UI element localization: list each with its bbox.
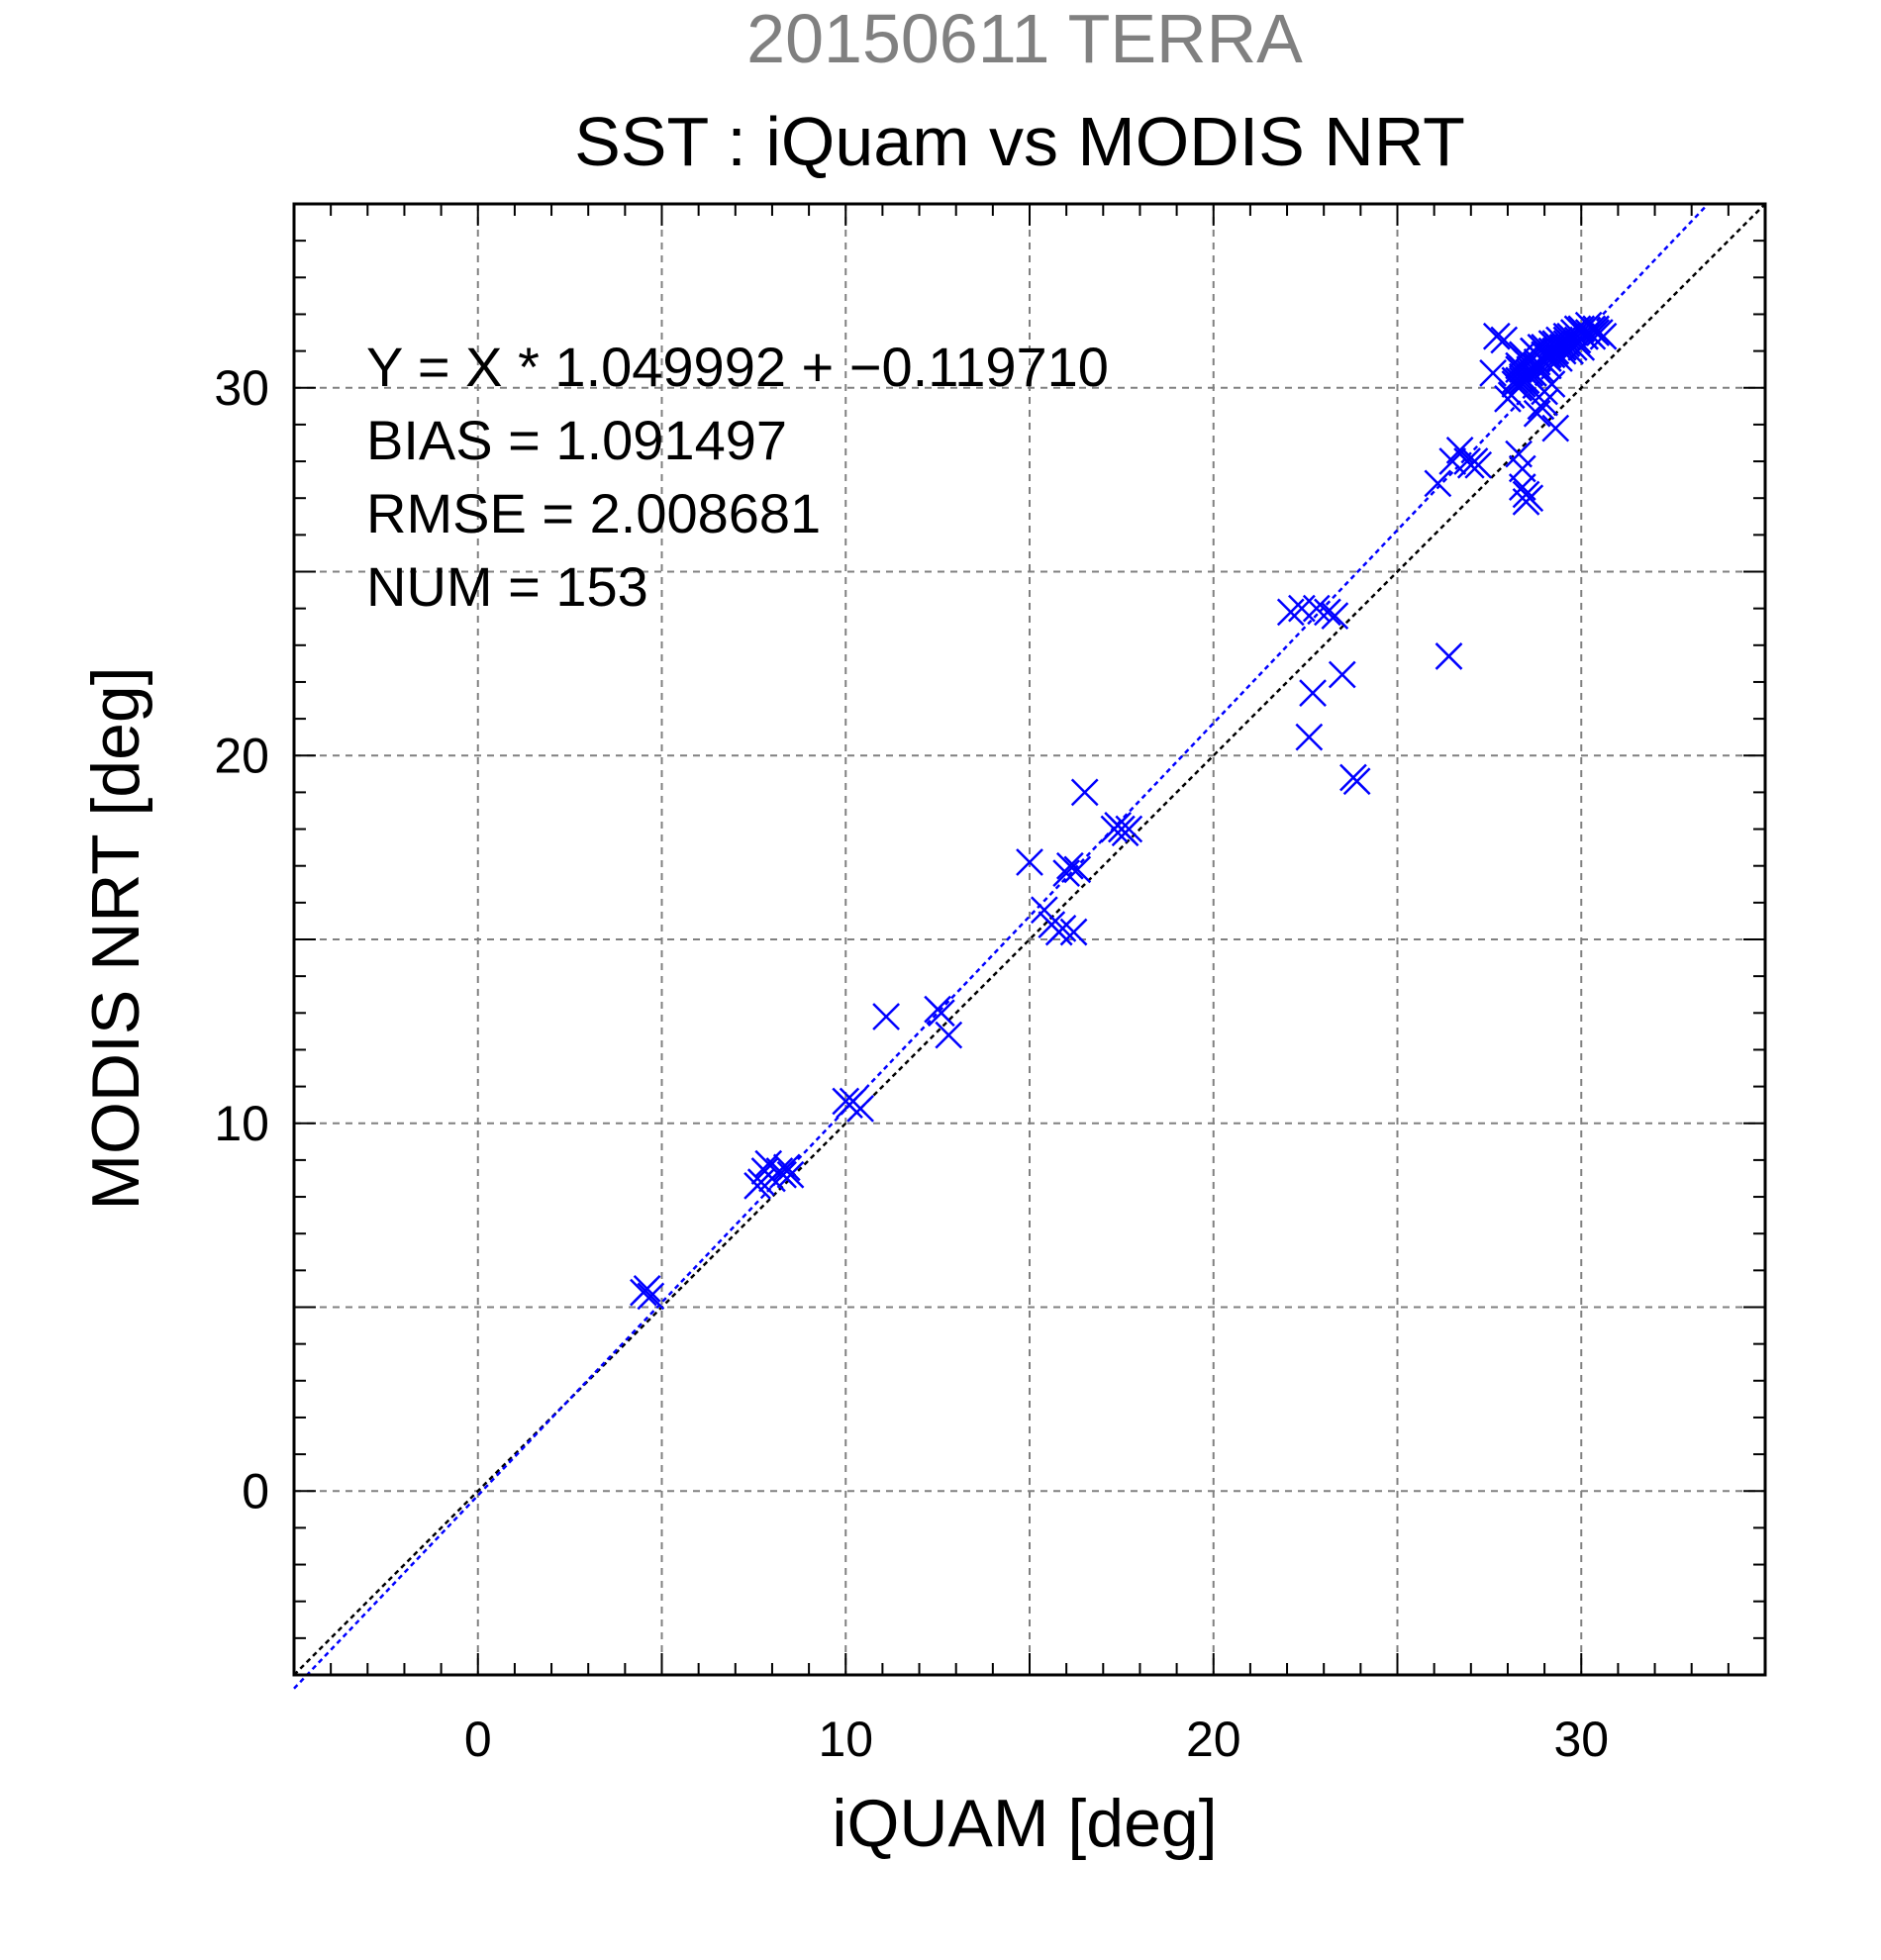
- data-point: [846, 1095, 874, 1123]
- stats-annotation: Y = X * 1.049992 + −0.119710 BIAS = 1.09…: [366, 336, 1109, 618]
- data-point: [1508, 366, 1536, 395]
- rmse-value: RMSE = 2.008681: [366, 482, 821, 544]
- data-point: [1063, 855, 1092, 884]
- reference-lines: [293, 203, 1766, 1690]
- data-point: [1314, 598, 1341, 627]
- data-point: [1505, 373, 1533, 402]
- x-tick-label: 30: [1553, 1712, 1609, 1767]
- data-point: [769, 1160, 797, 1189]
- data-point: [776, 1160, 805, 1189]
- data-point: [1567, 334, 1596, 361]
- plot-frame: [292, 202, 1767, 1677]
- data-point: [772, 1153, 801, 1182]
- y-tick-label: 10: [214, 1096, 269, 1151]
- data-point: [1537, 370, 1566, 398]
- data-point: [927, 999, 955, 1028]
- y-tick-labels: 0 10 20 30: [214, 360, 269, 1519]
- data-point: [1464, 450, 1493, 479]
- x-tick-labels: 0 10 20 30: [464, 1712, 1609, 1767]
- data-point: [1016, 848, 1043, 876]
- data-point: [1302, 594, 1331, 623]
- x-axis-label: iQUAM [deg]: [832, 1786, 1217, 1861]
- data-point: [1328, 660, 1356, 689]
- data-points: [630, 311, 1618, 1311]
- y-tick-label: 0: [242, 1463, 269, 1519]
- data-point: [1342, 767, 1371, 796]
- data-point: [1490, 326, 1519, 354]
- data-point: [872, 1003, 900, 1030]
- data-point: [1321, 602, 1349, 630]
- data-point: [1571, 322, 1599, 350]
- data-point: [633, 1275, 661, 1303]
- data-point: [746, 1168, 775, 1197]
- data-point: [935, 1021, 963, 1049]
- data-point: [1055, 851, 1084, 880]
- x-tick-label: 20: [1186, 1712, 1241, 1767]
- data-point: [1512, 488, 1540, 516]
- x-tick-label: 10: [818, 1712, 873, 1767]
- data-point: [1276, 598, 1305, 627]
- data-point: [1295, 723, 1324, 751]
- data-point: [1059, 918, 1088, 946]
- data-point: [1070, 778, 1099, 807]
- x-tick-label: 0: [464, 1712, 492, 1767]
- y-axis-label: MODIS NRT [deg]: [78, 666, 153, 1210]
- data-point: [1299, 679, 1327, 707]
- data-point: [1424, 469, 1452, 498]
- data-point: [1534, 351, 1562, 380]
- data-point: [1115, 815, 1143, 843]
- data-point: [1482, 322, 1511, 350]
- y-tick-label: 20: [214, 728, 269, 783]
- y-tick-label: 30: [214, 360, 269, 416]
- data-point: [1048, 914, 1077, 942]
- chart-date-satellite-title: 20150611 TERRA: [746, 0, 1303, 77]
- data-point: [1052, 859, 1081, 888]
- sample-count: NUM = 153: [366, 555, 648, 618]
- chart-title: SST : iQuam vs MODIS NRT: [574, 103, 1465, 180]
- data-point: [637, 1282, 665, 1311]
- data-point: [1541, 414, 1570, 442]
- data-point: [1288, 594, 1316, 623]
- regression-equation: Y = X * 1.049992 + −0.119710: [366, 336, 1109, 398]
- data-point: [1435, 642, 1463, 670]
- regression-line: [293, 203, 1710, 1690]
- bias-value: BIAS = 1.091497: [366, 409, 787, 471]
- data-point: [1523, 399, 1551, 428]
- data-point: [1479, 359, 1507, 387]
